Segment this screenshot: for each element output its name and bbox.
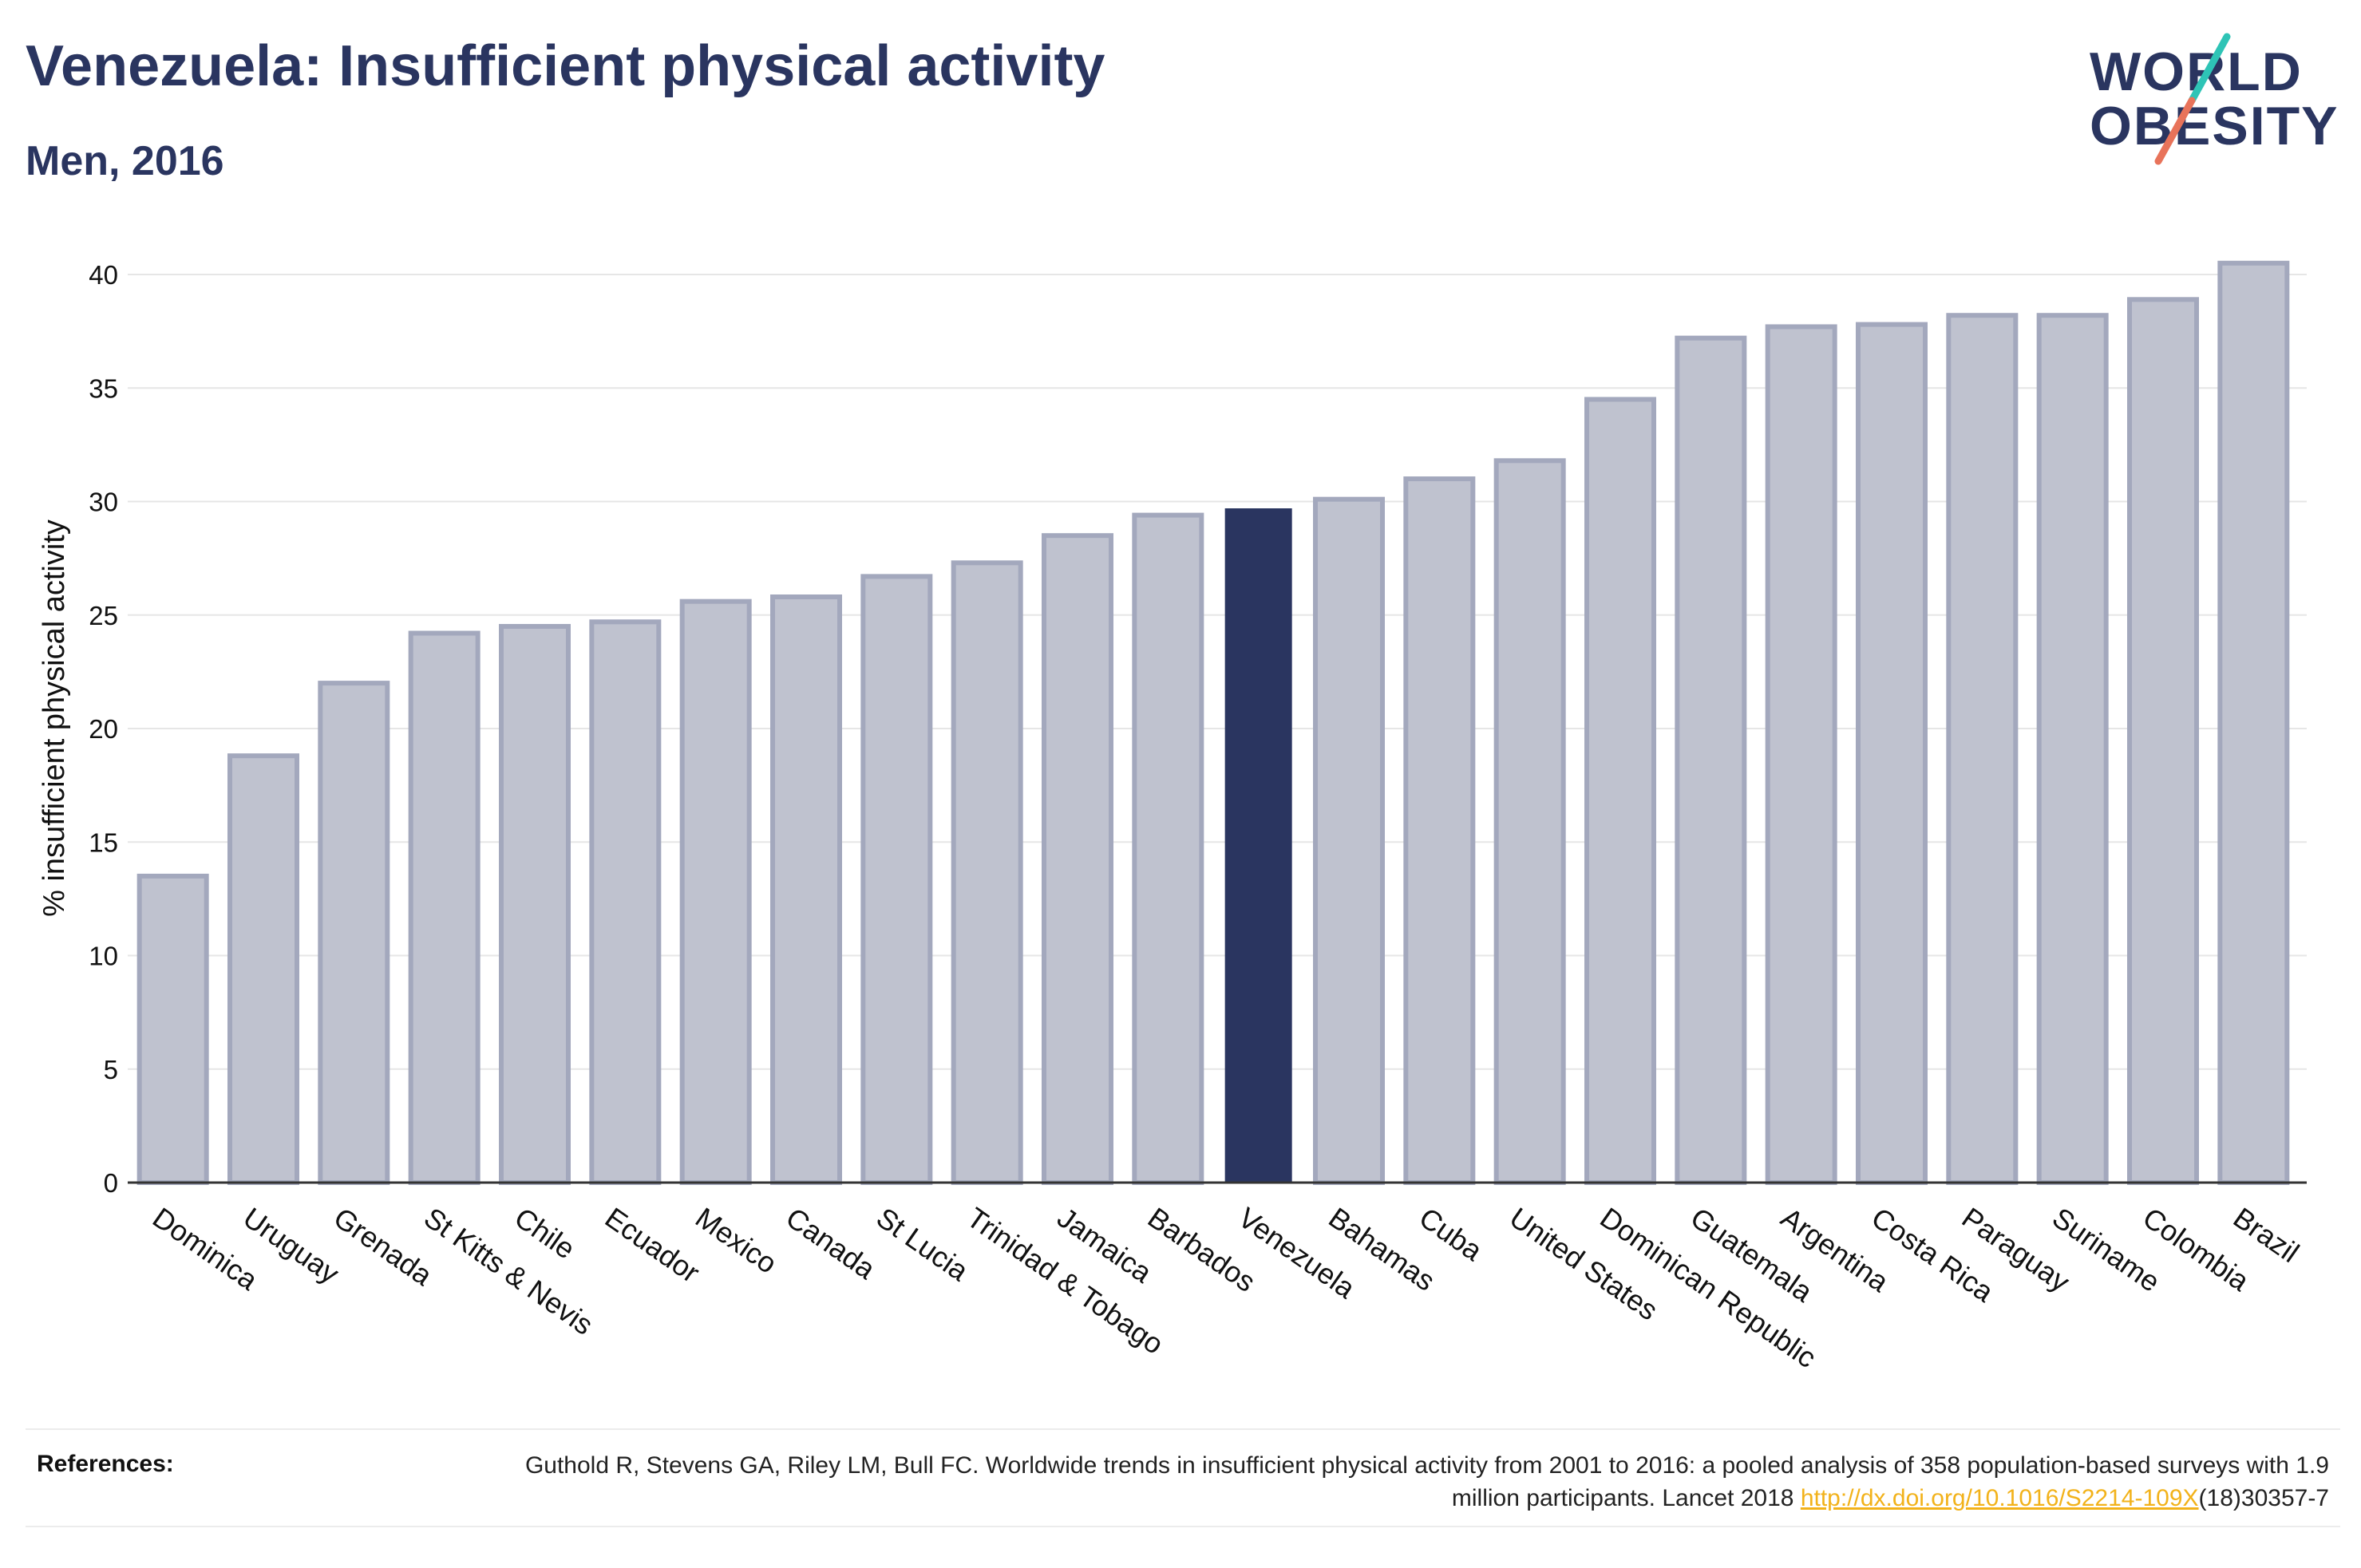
bar-chart: 0 5 10 15 20 25 30 35 40 DominicaUruguayGrenadaS… xyxy=(38,260,2307,1374)
bar-dominican-republic xyxy=(1584,397,1656,1186)
logo-slash-icon xyxy=(2154,33,2231,165)
bar-canada xyxy=(770,594,842,1185)
y-tick-label: 40 xyxy=(89,260,118,290)
reference-citation-suffix: (18)30357-7 xyxy=(2198,1485,2329,1511)
bar-series xyxy=(136,260,2290,1186)
bar-paraguay xyxy=(1946,313,2019,1186)
logo-slash-teal xyxy=(2188,33,2231,105)
chart-subtitle: Men, 2016 xyxy=(26,138,224,184)
bar-chile xyxy=(499,623,571,1185)
bar-suriname xyxy=(2036,313,2109,1186)
x-tick-label: Mexico xyxy=(690,1201,783,1280)
bar-grenada xyxy=(318,681,390,1185)
bar-colombia xyxy=(2127,297,2199,1185)
y-tick-label: 25 xyxy=(89,601,118,630)
x-tick-label: Canada xyxy=(780,1201,882,1286)
x-tick-label: St Kitts & Nevis xyxy=(418,1201,599,1341)
x-tick-label: St Lucia xyxy=(871,1201,975,1288)
bar-venezuela xyxy=(1224,508,1292,1183)
bar-trinidad-tobago xyxy=(951,560,1023,1185)
bar-united-states xyxy=(1493,458,1566,1185)
x-tick-label: Grenada xyxy=(328,1201,439,1293)
bar-mexico xyxy=(679,598,752,1185)
world-obesity-logo: WORLD OBESITY xyxy=(2075,24,2347,168)
x-tick-label: Chile xyxy=(508,1201,581,1266)
bar-costa-rica xyxy=(1856,322,1928,1186)
logo-slash-coral xyxy=(2154,97,2196,165)
references-divider-bottom xyxy=(26,1526,2340,1527)
bar-jamaica xyxy=(1042,533,1113,1185)
bar-argentina xyxy=(1765,324,1837,1185)
y-tick-label: 0 xyxy=(104,1168,118,1198)
bar-st-lucia xyxy=(860,574,933,1185)
bar-ecuador xyxy=(589,619,662,1185)
bar-dominica xyxy=(136,873,209,1186)
bar-guatemala xyxy=(1675,335,1747,1185)
bar-barbados xyxy=(1132,512,1204,1185)
bar-cuba xyxy=(1403,476,1476,1185)
bar-uruguay xyxy=(227,753,299,1185)
y-axis-label: % insufficient physical activity xyxy=(38,519,71,917)
bar-st-kitts-nevis xyxy=(408,630,481,1185)
chart-title: Venezuela: Insufficient physical activit… xyxy=(26,34,1105,98)
y-tick-label: 30 xyxy=(89,488,118,517)
y-tick-label: 15 xyxy=(89,827,118,857)
bar-bahamas xyxy=(1313,496,1385,1185)
references-text: Guthold R, Stevens GA, Riley LM, Bull FC… xyxy=(493,1449,2329,1515)
references-label: References: xyxy=(37,1451,174,1477)
bar-brazil xyxy=(2217,260,2290,1185)
reference-doi-link[interactable]: http://dx.doi.org/10.1016/S2214-109X xyxy=(1800,1485,2199,1511)
y-tick-label: 20 xyxy=(89,714,118,744)
x-tick-label: Cuba xyxy=(1414,1201,1489,1268)
references-divider-top xyxy=(26,1428,2340,1430)
y-axis-ticks: 0 5 10 15 20 25 30 35 40 xyxy=(89,260,118,1198)
y-tick-label: 10 xyxy=(89,942,118,971)
y-tick-label: 35 xyxy=(89,373,118,403)
reference-citation: Guthold R, Stevens GA, Riley LM, Bull FC… xyxy=(524,1452,2329,1511)
y-tick-label: 5 xyxy=(104,1055,118,1084)
logo-line-2: OBESITY xyxy=(2090,96,2339,156)
x-tick-label: Ecuador xyxy=(599,1201,706,1290)
